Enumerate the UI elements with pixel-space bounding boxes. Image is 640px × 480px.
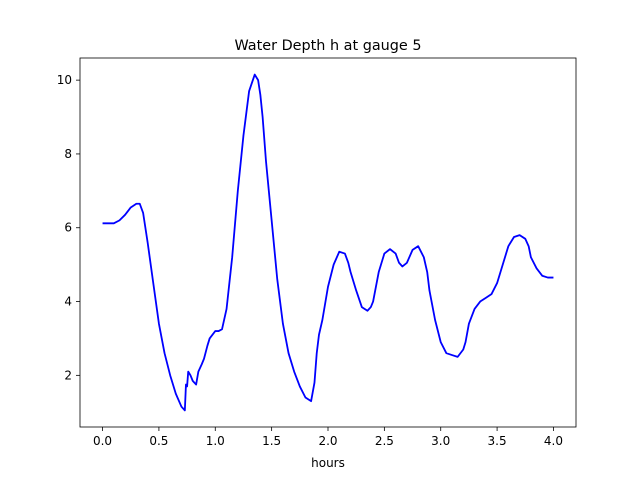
y-tick-label: 10 <box>57 73 72 87</box>
y-tick-label: 2 <box>64 368 72 382</box>
series-line-0 <box>102 73 554 412</box>
x-tick-label: 3.0 <box>431 434 450 448</box>
y-tick-label: 6 <box>64 221 72 235</box>
y-tick-label: 8 <box>64 147 72 161</box>
y-axis-ticks: 2 4 6 8 10 <box>57 73 80 382</box>
x-tick-label: 2.5 <box>375 434 394 448</box>
y-tick-label: 4 <box>64 295 72 309</box>
x-tick-label: 4.0 <box>544 434 563 448</box>
axes-frame <box>79 57 577 428</box>
x-tick-label: 2.0 <box>318 434 337 448</box>
x-axis-ticks: 0.0 0.5 1.0 1.5 2.0 2.5 3.0 3.5 4.0 <box>93 427 563 448</box>
chart-title: Water Depth h at gauge 5 <box>234 38 421 54</box>
x-tick-label: 1.0 <box>206 434 225 448</box>
plot-area <box>102 73 554 412</box>
x-axis-label: hours <box>311 456 345 470</box>
x-tick-label: 1.5 <box>262 434 281 448</box>
x-tick-label: 0.5 <box>149 434 168 448</box>
x-tick-label: 3.5 <box>488 434 507 448</box>
x-tick-label: 0.0 <box>93 434 112 448</box>
